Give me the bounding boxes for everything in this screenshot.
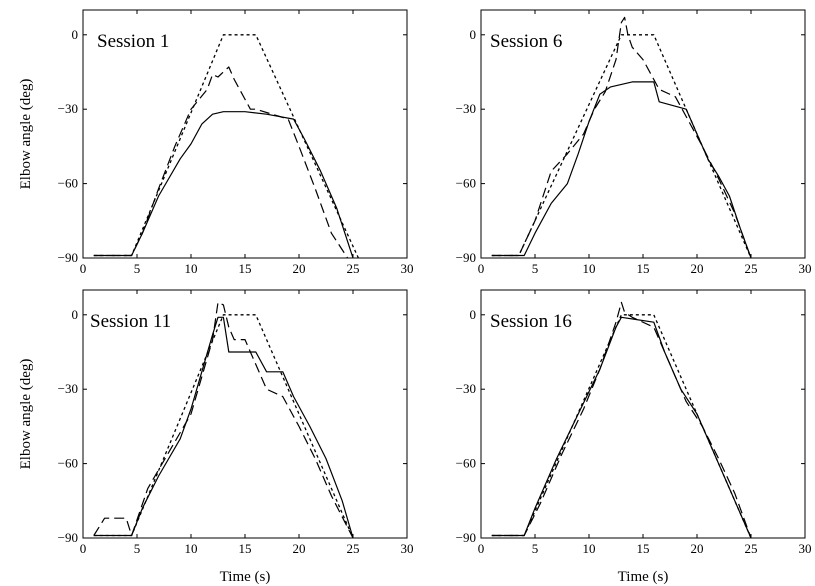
x-tick-label: 0 bbox=[478, 541, 485, 556]
panel-session-1: Session 1 Elbow angle (deg) 0 5 10 15 20 25 30… bbox=[18, 9, 414, 276]
x-axis-label: Time (s) bbox=[220, 569, 271, 585]
series-line-solid bbox=[491, 81, 752, 259]
series-line-dotted bbox=[491, 34, 752, 259]
panel-session-11: Session 11 Elbow angle (deg) Time (s) 0 5… bbox=[18, 289, 414, 585]
panel-title: Session 1 bbox=[97, 31, 169, 52]
series-line-solid bbox=[491, 316, 752, 539]
series-line-dashed bbox=[93, 66, 349, 259]
y-tick-label: 0 bbox=[470, 307, 477, 322]
x-tick-label: 15 bbox=[637, 541, 650, 556]
series-line-dashed bbox=[93, 301, 354, 539]
y-tick-label: −90 bbox=[456, 250, 476, 265]
series-lines bbox=[491, 16, 752, 259]
x-tick-label: 25 bbox=[745, 261, 758, 276]
x-tick-label: 5 bbox=[134, 261, 141, 276]
series-line-dotted bbox=[93, 34, 359, 259]
panel-title: Session 16 bbox=[490, 311, 572, 332]
series-lines bbox=[93, 301, 354, 539]
x-tick-label: 0 bbox=[80, 261, 87, 276]
x-axis-label: Time (s) bbox=[618, 569, 669, 585]
y-tick-label: −30 bbox=[456, 381, 476, 396]
x-tick-label: 30 bbox=[401, 541, 414, 556]
panel-title: Session 6 bbox=[490, 31, 562, 52]
axis-ticks: 0 5 10 15 20 25 30 −90 −60 −30 0 bbox=[456, 290, 812, 556]
y-tick-label: −30 bbox=[58, 381, 78, 396]
y-tick-label: −30 bbox=[456, 101, 476, 116]
y-tick-label: 0 bbox=[72, 27, 79, 42]
x-tick-label: 20 bbox=[691, 261, 704, 276]
x-tick-label: 5 bbox=[532, 261, 539, 276]
x-tick-label: 0 bbox=[478, 261, 485, 276]
series-line-dashed bbox=[491, 16, 752, 259]
y-tick-label: 0 bbox=[470, 27, 477, 42]
y-tick-label: −60 bbox=[58, 456, 78, 471]
x-tick-label: 30 bbox=[799, 541, 812, 556]
y-tick-label: −60 bbox=[456, 456, 476, 471]
x-tick-label: 15 bbox=[239, 261, 252, 276]
y-tick-label: −30 bbox=[58, 101, 78, 116]
x-tick-label: 20 bbox=[293, 261, 306, 276]
axis-ticks: 0 5 10 15 20 25 30 −90 −60 −30 0 bbox=[58, 10, 414, 276]
x-tick-label: 25 bbox=[347, 541, 360, 556]
x-tick-label: 30 bbox=[401, 261, 414, 276]
y-tick-label: −90 bbox=[58, 530, 78, 545]
x-tick-label: 15 bbox=[239, 541, 252, 556]
axis-ticks: 0 5 10 15 20 25 30 −90 −60 −30 0 bbox=[58, 290, 414, 556]
x-tick-label: 25 bbox=[347, 261, 360, 276]
series-line-dotted bbox=[491, 314, 752, 539]
y-tick-label: −90 bbox=[456, 530, 476, 545]
x-tick-label: 30 bbox=[799, 261, 812, 276]
panel-title: Session 11 bbox=[90, 311, 171, 332]
x-tick-label: 20 bbox=[691, 541, 704, 556]
panel-session-6: Session 6 0 5 10 15 20 25 30 −90 −60 −30 0 bbox=[456, 9, 812, 276]
x-tick-label: 20 bbox=[293, 541, 306, 556]
y-tick-label: −60 bbox=[456, 176, 476, 191]
x-tick-label: 10 bbox=[583, 541, 596, 556]
panel-session-16: Session 16 Time (s) 0 5 10 15 20 25 30 −90 −60 −3… bbox=[456, 289, 812, 585]
series-line-dotted bbox=[93, 314, 354, 539]
x-tick-label: 0 bbox=[80, 541, 87, 556]
x-tick-label: 15 bbox=[637, 261, 650, 276]
series-line-solid bbox=[93, 111, 354, 259]
series-lines bbox=[93, 34, 359, 259]
y-axis-label: Elbow angle (deg) bbox=[18, 359, 34, 470]
axis-ticks: 0 5 10 15 20 25 30 −90 −60 −30 0 bbox=[456, 10, 812, 276]
x-tick-label: 25 bbox=[745, 541, 758, 556]
x-tick-label: 10 bbox=[583, 261, 596, 276]
y-axis-label: Elbow angle (deg) bbox=[18, 79, 34, 190]
series-line-dashed bbox=[491, 301, 752, 539]
x-tick-label: 10 bbox=[185, 541, 198, 556]
y-tick-label: −90 bbox=[58, 250, 78, 265]
y-tick-label: 0 bbox=[72, 307, 79, 322]
series-lines bbox=[491, 301, 752, 539]
y-tick-label: −60 bbox=[58, 176, 78, 191]
x-tick-label: 5 bbox=[134, 541, 141, 556]
x-tick-label: 10 bbox=[185, 261, 198, 276]
x-tick-label: 5 bbox=[532, 541, 539, 556]
series-line-solid bbox=[93, 316, 354, 539]
